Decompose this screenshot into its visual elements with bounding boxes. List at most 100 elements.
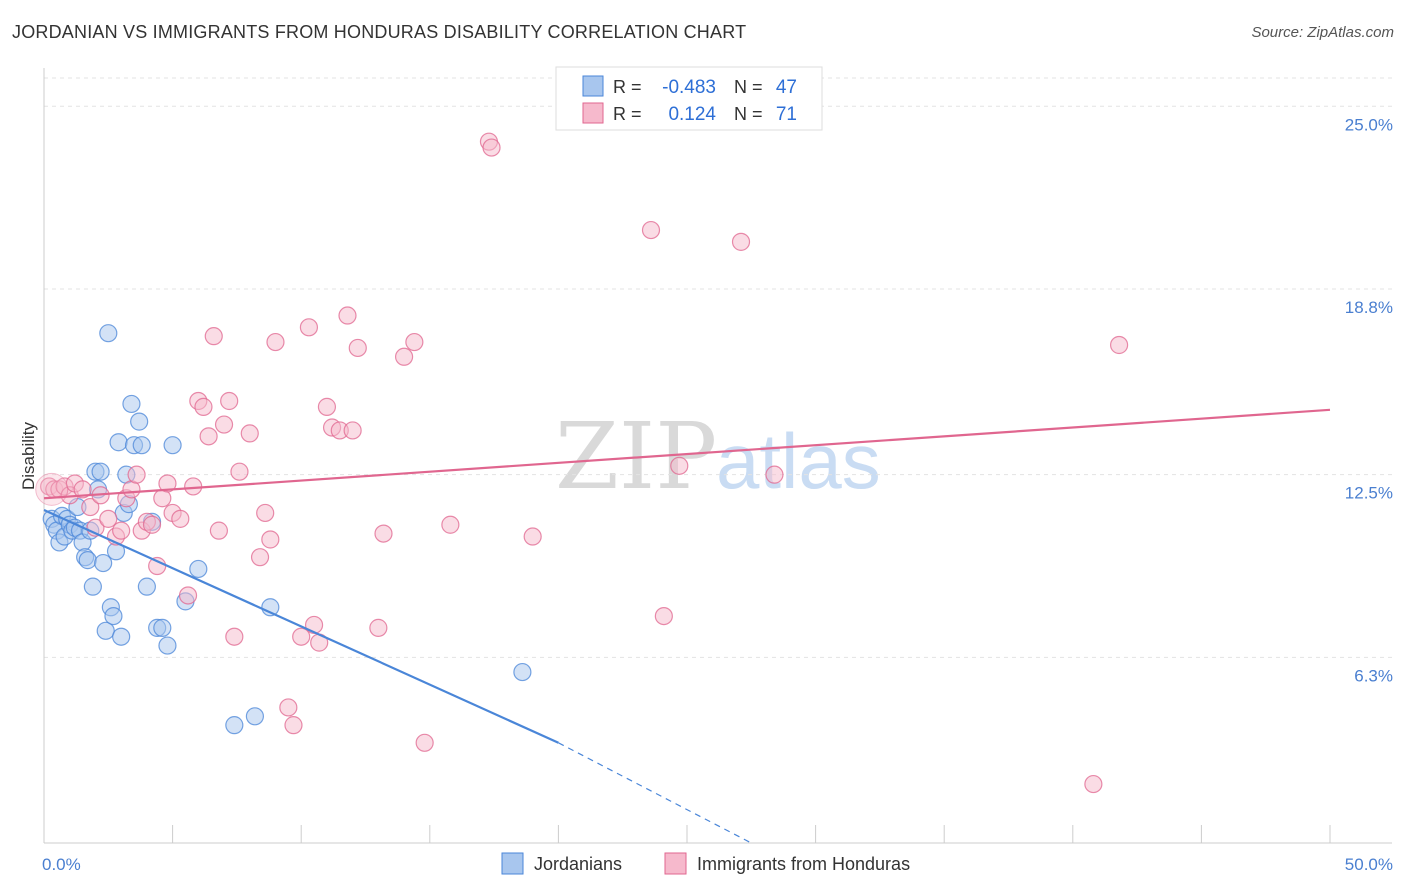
data-point	[214, 415, 234, 434]
data-point	[158, 636, 177, 655]
data-point	[256, 503, 275, 523]
data-point	[142, 515, 162, 534]
data-point	[261, 530, 280, 549]
data-point	[81, 497, 100, 517]
x-tick-label-min: 0.0%	[42, 855, 81, 874]
legend-swatch-honduras	[664, 852, 687, 875]
grid-lines	[44, 77, 1392, 658]
data-point	[513, 662, 532, 682]
data-point	[153, 618, 172, 637]
data-point	[343, 421, 362, 440]
data-point	[194, 397, 213, 416]
data-point	[482, 138, 501, 157]
data-point	[99, 509, 118, 528]
data-point	[374, 524, 393, 543]
data-point	[230, 462, 249, 481]
data-point	[178, 586, 198, 605]
data-point	[240, 424, 259, 443]
watermark: ZIP atlas	[555, 403, 881, 510]
data-point	[220, 391, 239, 411]
data-point	[765, 465, 784, 484]
data-point	[415, 733, 434, 752]
data-point	[654, 606, 673, 626]
stats-r-label-jordanians: R =	[613, 77, 642, 97]
data-point	[104, 606, 123, 626]
data-point	[1084, 774, 1103, 794]
data-point	[204, 327, 223, 346]
stats-swatch-jordanians	[582, 75, 604, 97]
data-point	[394, 347, 414, 366]
data-point	[284, 716, 303, 735]
y-tick-labels: 6.3% 12.5% 18.8% 25.0%	[1345, 115, 1393, 685]
data-point	[731, 232, 751, 251]
legend-label-honduras: Immigrants from Honduras	[697, 854, 910, 874]
data-point	[158, 474, 177, 493]
stats-r-value-jordanians: -0.483	[662, 77, 716, 98]
data-point	[292, 627, 311, 646]
x-tick-label-max: 50.0%	[1345, 855, 1393, 874]
axes	[43, 68, 1392, 844]
data-point	[130, 412, 149, 431]
data-point	[266, 332, 285, 352]
series-honduras-points	[35, 132, 1129, 794]
stats-r-value-honduras: 0.124	[668, 104, 716, 125]
y-tick-label: 6.3%	[1354, 666, 1393, 685]
data-point	[209, 521, 228, 540]
data-point	[94, 553, 113, 573]
data-point	[122, 394, 141, 414]
y-axis-label: Disability	[19, 421, 38, 490]
trend-line	[43, 408, 1331, 500]
y-tick-label: 12.5%	[1345, 484, 1393, 503]
data-point	[78, 551, 97, 570]
trend-line-extension	[558, 742, 752, 844]
stats-swatch-honduras	[582, 102, 604, 124]
stats-r-label-honduras: R =	[613, 104, 642, 124]
data-point	[369, 618, 388, 637]
stats-n-value-honduras: 71	[776, 104, 797, 125]
data-point	[641, 220, 661, 240]
data-point	[83, 577, 102, 596]
trend-line	[43, 509, 559, 744]
y-tick-label: 18.8%	[1345, 298, 1393, 317]
data-point	[405, 332, 424, 352]
y-tick-label: 25.0%	[1345, 115, 1393, 134]
data-point	[171, 509, 190, 528]
chart-title: JORDANIAN VS IMMIGRANTS FROM HONDURAS DI…	[12, 22, 747, 42]
data-point	[279, 698, 298, 717]
data-point	[245, 707, 265, 726]
data-point	[109, 433, 128, 452]
watermark-atlas: atlas	[716, 417, 881, 505]
series-legend: Jordanians Immigrants from Honduras	[501, 852, 910, 875]
data-point	[523, 527, 542, 546]
data-point	[225, 627, 244, 646]
data-point	[137, 577, 156, 596]
chart-source: Source: ZipAtlas.com	[1251, 24, 1394, 41]
stats-n-value-jordanians: 47	[776, 77, 797, 98]
legend-label-jordanians: Jordanians	[534, 854, 622, 874]
data-point	[163, 436, 182, 455]
data-point	[299, 318, 319, 337]
data-point	[304, 615, 324, 635]
data-point	[189, 559, 208, 579]
data-point	[91, 462, 110, 481]
data-point	[127, 465, 146, 484]
stats-n-label-honduras: N =	[734, 104, 763, 124]
trend-lines	[43, 408, 1331, 844]
data-point	[317, 397, 337, 416]
data-point	[184, 477, 203, 496]
data-point	[112, 627, 131, 646]
data-point-cluster	[35, 472, 69, 506]
data-point	[1109, 335, 1129, 355]
data-point	[199, 427, 218, 446]
data-point	[250, 548, 270, 567]
data-point	[112, 521, 131, 540]
data-point	[73, 480, 92, 499]
data-point	[670, 456, 689, 475]
stats-legend: R = -0.483 N = 47 R = 0.124 N = 71	[555, 66, 823, 131]
data-point	[99, 324, 118, 343]
data-point	[132, 436, 151, 455]
stats-n-label-jordanians: N =	[734, 77, 763, 97]
data-point	[338, 306, 357, 325]
data-point	[225, 716, 244, 735]
